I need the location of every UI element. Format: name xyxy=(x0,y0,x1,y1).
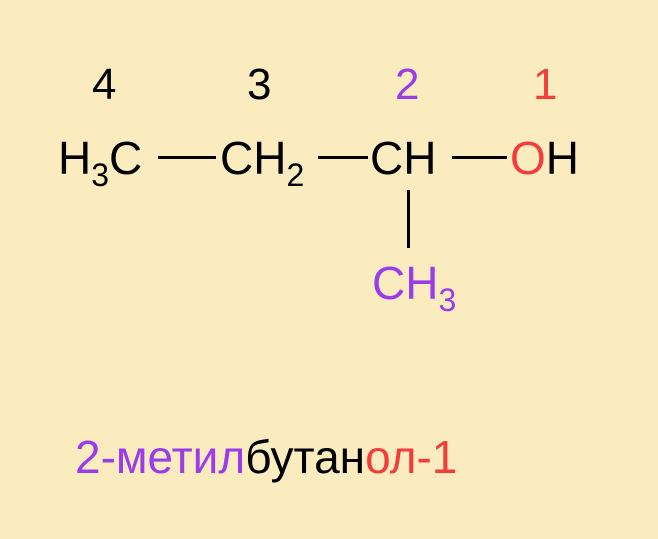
atom-ch3-branch: CH3 xyxy=(372,260,456,306)
branch-sub3: 3 xyxy=(438,282,456,318)
oh-o: O xyxy=(510,132,546,184)
h3c-c: C xyxy=(109,132,142,184)
compound-name: 2-метилбутанол-1 xyxy=(75,430,457,484)
bond-c2-branch xyxy=(407,190,410,248)
chemistry-diagram: 4 3 2 1 H3C CH2 CH OH CH3 2-метилбутанол… xyxy=(0,0,658,539)
h3c-sub3: 3 xyxy=(91,157,109,193)
carbon-number-2: 2 xyxy=(395,60,419,110)
atom-oh: OH xyxy=(510,135,579,181)
name-root: бутан xyxy=(245,431,365,483)
branch-c: C xyxy=(372,257,405,309)
ch2-h: H xyxy=(253,132,286,184)
ch2-sub2: 2 xyxy=(286,157,304,193)
branch-h: H xyxy=(405,257,438,309)
bond-c4-c3 xyxy=(158,156,216,159)
carbon-number-1: 1 xyxy=(533,60,557,110)
carbon-number-3: 3 xyxy=(247,60,271,110)
atom-ch: CH xyxy=(370,135,436,181)
bond-c2-o xyxy=(452,156,507,159)
carbon-number-4: 4 xyxy=(92,60,116,110)
ch-h: H xyxy=(403,132,436,184)
ch2-c: C xyxy=(220,132,253,184)
name-suffix: ол-1 xyxy=(365,431,457,483)
ch-c: C xyxy=(370,132,403,184)
oh-h: H xyxy=(546,132,579,184)
name-prefix: 2-метил xyxy=(75,431,245,483)
h3c-h: H xyxy=(58,132,91,184)
bond-c3-c2 xyxy=(318,156,368,159)
atom-h3c: H3C xyxy=(58,135,142,181)
atom-ch2: CH2 xyxy=(220,135,304,181)
